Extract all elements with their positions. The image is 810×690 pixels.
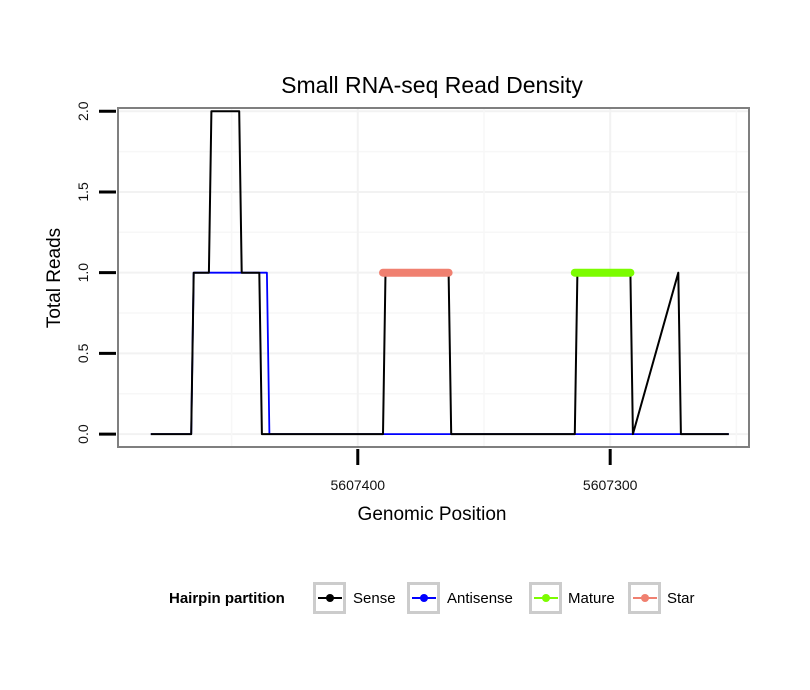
legend-label-antisense: Antisense bbox=[447, 590, 513, 607]
y-tick-label: 0.5 bbox=[75, 343, 91, 363]
legend-key-point bbox=[326, 594, 334, 602]
y-axis: 0.0 0.5 1.0 1.5 2.0 bbox=[75, 101, 116, 444]
panel-border bbox=[117, 107, 750, 448]
x-axis: 5607400 5607300 bbox=[331, 449, 638, 493]
y-tick-label: 1.5 bbox=[75, 182, 91, 202]
x-tick-label: 5607400 bbox=[331, 477, 386, 493]
plot-panel bbox=[118, 108, 749, 447]
panel-background bbox=[118, 108, 749, 447]
legend-key-point bbox=[542, 594, 550, 602]
x-tick-label: 5607300 bbox=[583, 477, 638, 493]
y-tick-label: 0.0 bbox=[75, 424, 91, 444]
legend-title: Hairpin partition bbox=[169, 590, 285, 607]
y-tick-label: 2.0 bbox=[75, 101, 91, 121]
legend-label-sense: Sense bbox=[353, 590, 396, 607]
legend-key-point bbox=[420, 594, 428, 602]
legend-key-point bbox=[641, 594, 649, 602]
y-tick-label: 1.0 bbox=[75, 263, 91, 283]
legend-label-star: Star bbox=[667, 590, 695, 607]
series-layer bbox=[150, 110, 729, 436]
y-axis-title: Total Reads bbox=[44, 228, 65, 328]
legend-label-mature: Mature bbox=[568, 590, 615, 607]
x-axis-title: Genomic Position bbox=[358, 504, 507, 525]
series-line-sense bbox=[150, 110, 729, 436]
legend: Hairpin partition Sense Antisense Mature St… bbox=[169, 582, 695, 614]
chart-title: Small RNA-seq Read Density bbox=[281, 72, 583, 98]
